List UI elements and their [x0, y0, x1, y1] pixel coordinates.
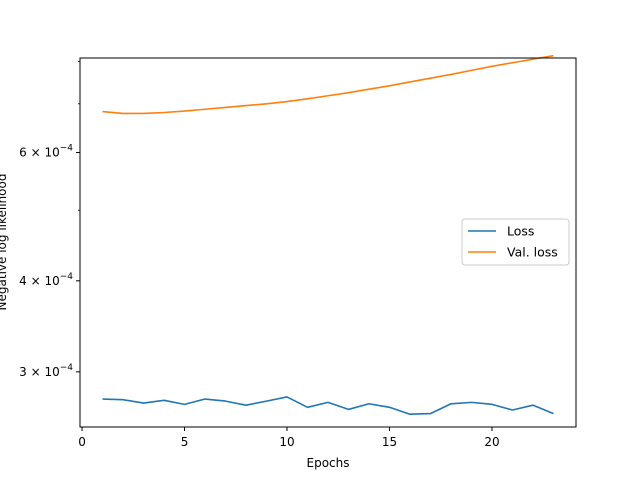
axes-frame: [79, 57, 577, 428]
y-axis-label: Negative log likelihood: [0, 174, 9, 311]
legend: Loss Val. loss: [461, 218, 570, 266]
x-tick-label: 15: [382, 435, 397, 449]
y-tick-label: 4 × 10−4: [19, 272, 73, 288]
legend-label-0: Loss: [507, 224, 534, 239]
x-axis-label: Epochs: [307, 456, 350, 470]
x-tick-label: 10: [279, 435, 294, 449]
x-tick-label: 20: [484, 435, 499, 449]
x-axis: 0 5 10 15 20: [78, 427, 500, 449]
series-line-0: [102, 396, 554, 416]
y-tick-label: 3 × 10−4: [19, 363, 73, 379]
legend-label-1: Val. loss: [507, 245, 558, 260]
x-tick-label: 0: [78, 435, 86, 449]
y-tick-label: 6 × 10−4: [19, 144, 73, 160]
plot-lines: [102, 54, 554, 416]
series-line-1: [102, 54, 554, 115]
x-tick-label: 5: [181, 435, 189, 449]
y-axis: 3 × 10−4 4 × 10−4 6 × 10−4: [19, 61, 80, 379]
